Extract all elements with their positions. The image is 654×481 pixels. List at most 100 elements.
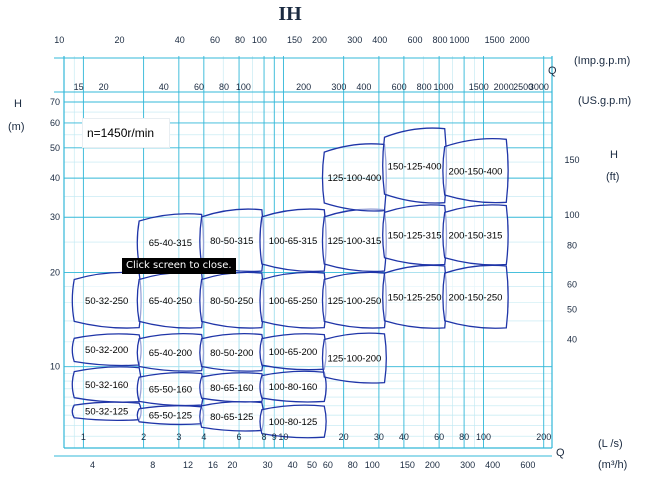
tick-label-ls: 100: [476, 432, 491, 442]
x-bottom-ls-unit: (L /s): [598, 438, 623, 450]
tick-label-h-ft: 80: [567, 240, 577, 250]
pump-label-100-65-200: 100-65-200: [269, 347, 318, 358]
pump-label-50-32-250: 50-32-250: [85, 296, 128, 307]
tick-label-imp-gpm: 800: [432, 35, 447, 45]
tick-label-h-ft: 50: [567, 304, 577, 314]
tick-label-h-m: 60: [50, 118, 60, 128]
x-bottom-m3h-unit: (m³/h): [598, 459, 627, 471]
pump-region-100-80-125: [259, 404, 327, 439]
tick-label-h-ft: 100: [564, 210, 579, 220]
tick-label-imp-gpm: 400: [372, 35, 387, 45]
pump-label-65-40-315: 65-40-315: [149, 238, 192, 249]
pump-region-150-125-315: [382, 204, 448, 266]
pump-label-125-100-315: 125-100-315: [327, 236, 381, 247]
pump-region-100-80-160: [259, 370, 327, 403]
pump-label-150-125-250: 150-125-250: [388, 292, 442, 303]
tick-label-imp-gpm: 20: [114, 35, 124, 45]
pump-label-50-32-160: 50-32-160: [85, 380, 128, 391]
axis-units: H (m) H (ft) Q (Imp.g.p.m) (US.g.p.m) Q (L /s) (m…: [8, 55, 631, 471]
pump-label-200-150-400: 200-150-400: [449, 166, 503, 177]
tick-label-imp-gpm: 100: [252, 35, 267, 45]
pump-region-150-125-400: [382, 127, 448, 204]
pump-label-200-150-250: 200-150-250: [449, 292, 503, 303]
pump-label-80-50-250: 80-50-250: [210, 296, 253, 307]
tick-label-m3h: 100: [365, 460, 380, 470]
pump-label-65-50-125: 65-50-125: [149, 410, 192, 421]
tick-label-m3h: 20: [227, 460, 237, 470]
pump-region-125-100-200: [321, 332, 387, 384]
pump-region-65-40-200: [136, 333, 205, 372]
pump-label-65-40-250: 65-40-250: [149, 296, 192, 307]
y-left-label: H: [14, 98, 22, 110]
tick-label-h-m: 30: [50, 212, 60, 222]
pump-region-100-65-250: [259, 271, 327, 329]
tick-label-m3h: 12: [183, 460, 193, 470]
tick-label-imp-gpm: 150: [287, 35, 302, 45]
tick-label-h-m: 10: [50, 362, 60, 372]
tick-label-ls: 30: [374, 432, 384, 442]
pump-label-200-150-315: 200-150-315: [449, 231, 503, 242]
tick-label-us-gpm: 300: [331, 82, 346, 92]
pump-region-100-65-315: [259, 208, 327, 273]
tick-label-ls: 8: [262, 432, 267, 442]
tick-label-ls: 1: [81, 432, 86, 442]
tick-label-ls: 3: [176, 432, 181, 442]
pump-label-125-100-200: 125-100-200: [327, 354, 381, 365]
pump-regions: 50-32-125 50-32-160 50-32-200 50-32-250 65-5…: [71, 127, 509, 439]
pump-label-65-50-160: 65-50-160: [149, 385, 192, 396]
tick-label-ls: 6: [237, 432, 242, 442]
y-right-label: H: [610, 149, 618, 161]
pump-label-150-125-315: 150-125-315: [388, 231, 442, 242]
x-bottom-label: Q: [556, 447, 565, 459]
tick-label-us-gpm: 2000: [494, 82, 514, 92]
tick-label-m3h: 80: [348, 460, 358, 470]
tick-label-m3h: 30: [263, 460, 273, 470]
tick-label-imp-gpm: 60: [210, 35, 220, 45]
tick-label-imp-gpm: 1500: [485, 35, 505, 45]
tick-label-imp-gpm: 1000: [449, 35, 469, 45]
pump-label-80-50-315: 80-50-315: [210, 236, 253, 247]
tick-label-h-m: 40: [50, 173, 60, 183]
tick-label-imp-gpm: 10: [54, 35, 64, 45]
pump-region-200-150-315: [442, 204, 509, 266]
tick-label-imp-gpm: 2000: [510, 35, 530, 45]
axis-lines: [54, 56, 553, 457]
pump-label-100-65-250: 100-65-250: [269, 296, 318, 307]
tick-label-imp-gpm: 300: [347, 35, 362, 45]
tick-label-us-gpm: 200: [296, 82, 311, 92]
pump-label-150-125-400: 150-125-400: [388, 161, 442, 172]
tick-label-ls: 80: [459, 432, 469, 442]
tick-label-h-m: 70: [50, 97, 60, 107]
tick-label-ls: 20: [339, 432, 349, 442]
tick-label-ls: 4: [201, 432, 206, 442]
tick-label-m3h: 16: [208, 460, 218, 470]
tick-label-us-gpm: 800: [417, 82, 432, 92]
pump-label-100-65-315: 100-65-315: [269, 236, 318, 247]
tick-label-h-ft: 150: [564, 155, 579, 165]
pump-label-80-50-200: 80-50-200: [210, 348, 253, 359]
tick-label-m3h: 8: [150, 460, 155, 470]
close-tooltip[interactable]: Click screen to close.: [122, 258, 236, 274]
tick-label-imp-gpm: 40: [175, 35, 185, 45]
pump-label-65-40-200: 65-40-200: [149, 348, 192, 359]
tick-label-h-ft: 40: [567, 335, 577, 345]
pump-label-80-65-160: 80-65-160: [210, 383, 253, 394]
speed-note: n=1450r/min: [82, 118, 170, 148]
tick-label-us-gpm: 1500: [469, 82, 489, 92]
pump-region-125-100-400: [321, 143, 387, 212]
tick-label-h-m: 20: [50, 267, 60, 277]
tick-label-us-gpm: 400: [356, 82, 371, 92]
tick-label-us-gpm: 2500: [513, 82, 533, 92]
tick-label-m3h: 150: [400, 460, 415, 470]
pump-region-65-50-160: [136, 371, 205, 407]
pump-label-125-100-250: 125-100-250: [327, 296, 381, 307]
chart-title: IH: [278, 3, 302, 25]
tick-label-m3h: 4: [90, 460, 95, 470]
tick-label-ls: 200: [536, 432, 551, 442]
tick-label-ls: 10: [278, 432, 288, 442]
tick-label-us-gpm: 60: [194, 82, 204, 92]
tick-label-us-gpm: 40: [159, 82, 169, 92]
pump-label-80-65-125: 80-65-125: [210, 412, 253, 423]
tick-label-ls: 2: [141, 432, 146, 442]
